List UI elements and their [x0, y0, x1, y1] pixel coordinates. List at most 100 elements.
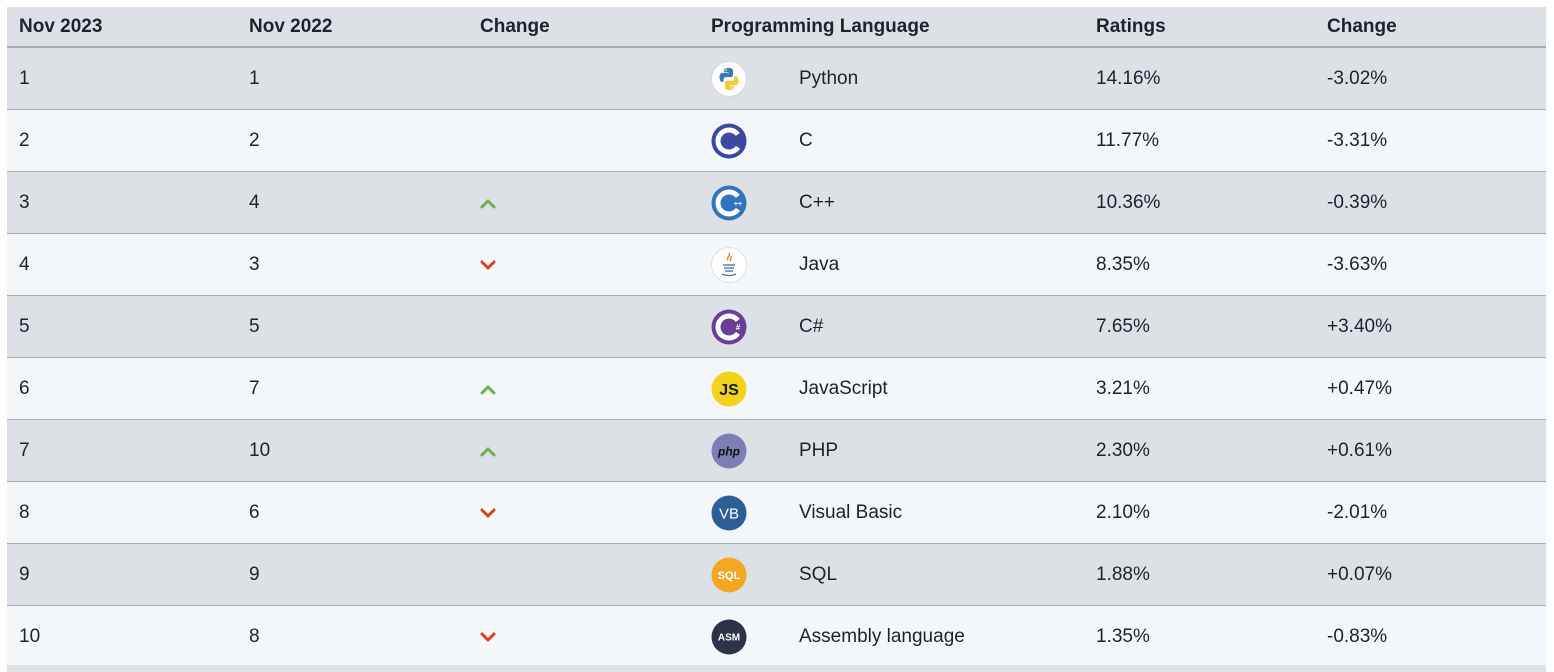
rank-previous: 4 [249, 191, 260, 213]
svg-text:SQL: SQL [718, 569, 741, 581]
rating-change-value: -3.02% [1327, 67, 1388, 89]
header-rank-previous[interactable]: Nov 2022 [249, 15, 333, 37]
trend-cell [468, 445, 699, 457]
svg-text:JS: JS [719, 381, 739, 398]
rank-previous: 8 [249, 625, 260, 647]
rating-change-value: +0.07% [1327, 563, 1392, 585]
language-name: Java [799, 253, 840, 275]
trend-down-icon [480, 631, 699, 643]
language-name: Python [799, 67, 859, 89]
ratings-value: 10.36% [1096, 191, 1161, 213]
header-change[interactable]: Change [480, 15, 550, 37]
sql-icon: SQL [711, 557, 747, 593]
rank-current: 7 [19, 439, 30, 461]
python-icon [711, 60, 747, 97]
rank-previous: 9 [249, 563, 260, 585]
ratings-value: 14.16% [1096, 67, 1161, 89]
trend-cell [468, 383, 699, 395]
rating-change-value: -0.39% [1327, 191, 1388, 213]
trend-cell [468, 631, 699, 643]
javascript-icon: JS [711, 371, 747, 407]
table-row: 8 6 VB Visual Basic 2.10% -2.01% [7, 482, 1546, 544]
java-icon [711, 246, 747, 283]
rank-previous: 1 [249, 67, 260, 89]
rating-change-value: +0.47% [1327, 377, 1392, 399]
rank-current: 1 [19, 67, 30, 89]
table-body: 1 1 Python 14.16% -3.02% 2 2 C 11.77% -3… [7, 48, 1546, 668]
table-row: 10 8 ASM Assembly language 1.35% -0.83% [7, 606, 1546, 668]
table-row: 4 3 Java 8.35% -3.63% [7, 234, 1546, 296]
table-row: 6 7 JS JavaScript 3.21% +0.47% [7, 358, 1546, 420]
rank-current: 4 [19, 253, 30, 275]
rank-current: 2 [19, 129, 30, 151]
trend-up-icon [480, 383, 699, 395]
rating-change-value: +0.61% [1327, 439, 1392, 461]
ratings-value: 8.35% [1096, 253, 1150, 275]
language-cell: SQL SQL [699, 557, 1084, 593]
trend-cell [468, 259, 699, 271]
language-cell: # C# [699, 309, 1084, 345]
header-ratings[interactable]: Ratings [1096, 15, 1166, 37]
language-cell: JS JavaScript [699, 371, 1084, 407]
trend-up-icon [480, 445, 699, 457]
table-row: 7 10 php PHP 2.30% +0.61% [7, 420, 1546, 482]
language-cell: ++ C++ [699, 185, 1084, 221]
table-row: 1 1 Python 14.16% -3.02% [7, 48, 1546, 110]
trend-cell [468, 507, 699, 519]
rank-previous: 5 [249, 315, 260, 337]
rank-current: 9 [19, 563, 30, 585]
c-icon [711, 123, 747, 159]
assembly-icon: ASM [711, 619, 747, 655]
language-cell: Python [699, 60, 1084, 97]
table-row: 9 9 SQL SQL 1.88% +0.07% [7, 544, 1546, 606]
rank-current: 10 [19, 625, 41, 647]
rank-previous: 2 [249, 129, 260, 151]
rank-previous: 10 [249, 439, 271, 461]
trend-up-icon [480, 197, 699, 209]
rank-current: 8 [19, 501, 30, 523]
rating-change-value: +3.40% [1327, 315, 1392, 337]
language-cell: Java [699, 246, 1084, 283]
language-name: SQL [799, 563, 838, 585]
ranking-table: Nov 2023 Nov 2022 Change Programming Lan… [7, 7, 1546, 668]
rank-previous: 3 [249, 253, 260, 275]
language-name: C# [799, 315, 824, 337]
svg-text:ASM: ASM [718, 632, 740, 643]
language-cell: php PHP [699, 433, 1084, 469]
table-row: 5 5 # C# 7.65% +3.40% [7, 296, 1546, 358]
ratings-value: 1.88% [1096, 563, 1150, 585]
language-cell: VB Visual Basic [699, 495, 1084, 531]
language-name: C++ [799, 191, 835, 213]
visual-basic-icon: VB [711, 495, 747, 531]
csharp-icon: # [711, 309, 747, 345]
header-rating-change[interactable]: Change [1327, 15, 1397, 37]
rank-current: 5 [19, 315, 30, 337]
rank-current: 3 [19, 191, 30, 213]
language-cell: C [699, 123, 1084, 159]
svg-text:#: # [736, 323, 741, 332]
svg-text:VB: VB [719, 505, 739, 522]
language-name: JavaScript [799, 377, 888, 399]
rank-previous: 7 [249, 377, 260, 399]
svg-text:php: php [717, 444, 740, 458]
trend-down-icon [480, 507, 699, 519]
header-language[interactable]: Programming Language [711, 15, 930, 37]
ratings-value: 7.65% [1096, 315, 1150, 337]
rank-current: 6 [19, 377, 30, 399]
ratings-value: 2.30% [1096, 439, 1150, 461]
table-row: 3 4 ++ C++ 10.36% -0.39% [7, 172, 1546, 234]
header-rank-current[interactable]: Nov 2023 [19, 15, 103, 37]
rating-change-value: -3.63% [1327, 253, 1388, 275]
language-name: Visual Basic [799, 501, 903, 523]
rating-change-value: -3.31% [1327, 129, 1388, 151]
php-icon: php [711, 433, 747, 469]
trend-cell [468, 197, 699, 209]
svg-text:++: ++ [734, 201, 742, 208]
ratings-value: 11.77% [1096, 129, 1160, 151]
ratings-value: 1.35% [1096, 625, 1150, 647]
ratings-value: 3.21% [1096, 377, 1150, 399]
table-row-partial [7, 665, 1546, 672]
table-row: 2 2 C 11.77% -3.31% [7, 110, 1546, 172]
table-header: Nov 2023 Nov 2022 Change Programming Lan… [7, 7, 1546, 48]
cpp-icon: ++ [711, 185, 747, 221]
